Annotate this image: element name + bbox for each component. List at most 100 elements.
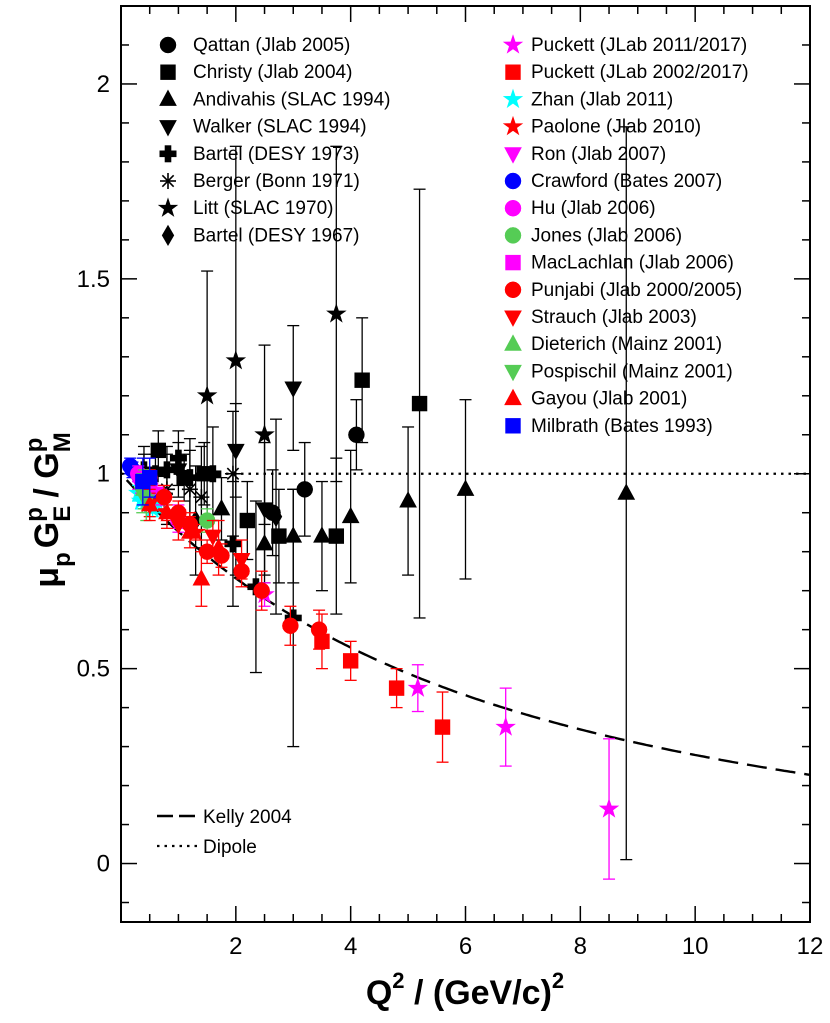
- x-axis-title-rest: / (GeV/c): [405, 974, 552, 1012]
- data-point: [142, 469, 158, 486]
- legend-entry-hu-jlab-2006: Hu (Jlab 2006): [504, 198, 656, 219]
- legend-label: Punjabi (Jlab 2000/2005): [531, 280, 742, 301]
- y-axis-title-p-sup1: p: [21, 507, 48, 522]
- legend-label: Andivahis (SLAC 1994): [193, 89, 391, 110]
- legend-label: Walker (SLAC 1994): [193, 117, 367, 138]
- data-point: [434, 719, 451, 735]
- legend-label: Paolone (Jlab 2010): [531, 117, 701, 138]
- legend-marker: [159, 145, 177, 163]
- data-points: [121, 126, 636, 880]
- data-point: [341, 506, 360, 524]
- legend-entry-walker-slac-1994: Walker (SLAC 1994): [159, 117, 367, 138]
- legend-label: Qattan (Jlab 2005): [193, 35, 350, 56]
- legend-entry-bartel-desy-1967: Bartel (DESY 1967): [161, 224, 360, 246]
- legend-label: Puckett (JLab 2002/2017): [531, 62, 749, 83]
- legend-entry-berger-bonn-1971: Berger (Bonn 1971): [160, 171, 360, 192]
- legend-marker: [504, 172, 522, 190]
- legend-entry-dieterich-mainz-2001: Dieterich (Mainz 2001): [504, 334, 722, 355]
- data-point: [411, 395, 428, 412]
- plot-frame: [120, 5, 811, 923]
- data-point: [269, 506, 283, 528]
- x-axis-title-sup: 2: [392, 968, 404, 993]
- x-axis-title-sup2: 2: [552, 968, 564, 993]
- data-point: [328, 528, 345, 544]
- data-point: [253, 582, 270, 599]
- legend-label: Bartel (DESY 1973): [193, 144, 360, 165]
- legend-label: Crawford (Bates 2007): [531, 171, 722, 192]
- axis-ticks: [120, 5, 811, 922]
- legend-marker: [159, 89, 177, 106]
- y-axis-title-m-sub: M: [49, 432, 76, 452]
- legend-entry-litt-slac-1970: Litt (SLAC 1970): [157, 197, 333, 219]
- data-point: [456, 479, 475, 496]
- data-point: [204, 529, 222, 546]
- x-tick-label: 12: [797, 933, 824, 960]
- data-point: [158, 502, 176, 520]
- y-tick-label: 2: [97, 71, 110, 98]
- data-point: [169, 449, 187, 467]
- legend-entry-milbrath-bates-1993: Milbrath (Bates 1993): [505, 416, 713, 437]
- y-axis-title-p-sub: p: [49, 552, 76, 567]
- legend-marker: [505, 254, 521, 271]
- legend-entry-maclachlan-jlab-2006: MacLachlan (Jlab 2006): [505, 253, 734, 274]
- legend-marker: [505, 64, 521, 80]
- legend-marker: [504, 364, 522, 382]
- legend-marker: [159, 36, 177, 54]
- data-point: [181, 481, 198, 498]
- data-point: [196, 385, 218, 405]
- legend-marker: [160, 173, 176, 189]
- legend-entry-gayou-jlab-2001: Gayou (Jlab 2001): [504, 388, 687, 410]
- data-point: [181, 522, 199, 539]
- x-axis-title: Q2 / (GeV/c)2: [366, 968, 564, 1012]
- data-point: [140, 495, 159, 512]
- legend-marker: [504, 310, 522, 327]
- legend-label: Milbrath (Bates 1993): [531, 416, 713, 437]
- legend-label: Christy (Jlab 2004): [193, 62, 352, 83]
- data-point: [239, 512, 256, 529]
- legend-entry-paolone-jlab-2010: Paolone (Jlab 2010): [502, 115, 701, 138]
- axis-tick-labels: 2 4 6 8 10 12 0 0.5 1 1.5 2: [77, 71, 824, 960]
- y-axis-title-g2: G: [28, 452, 66, 478]
- y-tick-label: 1.5: [77, 266, 110, 293]
- legend-label: Berger (Bonn 1971): [193, 171, 360, 192]
- legend-entry-puckett-jlab-2011-2017: Puckett (JLab 2011/2017): [502, 34, 747, 56]
- y-tick-label: 0: [97, 851, 110, 878]
- data-point: [399, 491, 417, 508]
- data-point: [169, 517, 188, 535]
- legend-marker: [502, 115, 524, 136]
- legend-label: Litt (SLAC 1970): [193, 198, 333, 219]
- data-point: [232, 552, 251, 570]
- legend-label: Pospischil (Mainz 2001): [531, 361, 733, 382]
- y-axis-title-p-sup2: p: [21, 438, 48, 453]
- legend-left: Qattan (Jlab 2005) Christy (Jlab 2004) And…: [157, 35, 391, 246]
- legend-right: Puckett (JLab 2011/2017) Puckett (JLab 20…: [502, 34, 749, 437]
- series-gayou-jlab-2001: [140, 488, 228, 607]
- data-point: [598, 798, 620, 818]
- legend-marker: [504, 147, 522, 164]
- data-point: [192, 569, 211, 586]
- y-tick-label: 0.5: [77, 656, 110, 683]
- legend-label: Kelly 2004: [203, 807, 292, 828]
- legend-entry-puckett-jlab-2002-2017: Puckett (JLab 2002/2017): [505, 62, 749, 83]
- legend-entry-kelly-2004: Kelly 2004: [157, 807, 292, 828]
- data-point: [354, 372, 370, 388]
- data-point: [313, 526, 331, 543]
- legend-marker: [161, 224, 175, 246]
- legend-label: Dipole: [203, 837, 257, 858]
- legend-marker: [504, 334, 522, 351]
- legend-label: Dieterich (Mainz 2001): [531, 334, 722, 355]
- legend-marker: [504, 227, 522, 244]
- legend-marker: [504, 388, 522, 406]
- x-tick-label: 4: [344, 933, 357, 960]
- legend-entry-punjabi-jlab-2000-2005: Punjabi (Jlab 2000/2005): [504, 280, 742, 301]
- data-point: [310, 621, 328, 638]
- y-axis-title-slash: /: [28, 479, 66, 507]
- legend-label: MacLachlan (Jlab 2006): [531, 253, 734, 274]
- legend-label: Bartel (DESY 1967): [193, 225, 360, 246]
- legend-entry-jones-jlab-2006: Jones (Jlab 2006): [504, 225, 682, 246]
- legend-label: Puckett (JLab 2011/2017): [531, 35, 747, 56]
- data-point: [284, 381, 303, 398]
- series-christy-jlab-2004: [150, 188, 428, 619]
- legend-label: Jones (Jlab 2006): [531, 225, 682, 246]
